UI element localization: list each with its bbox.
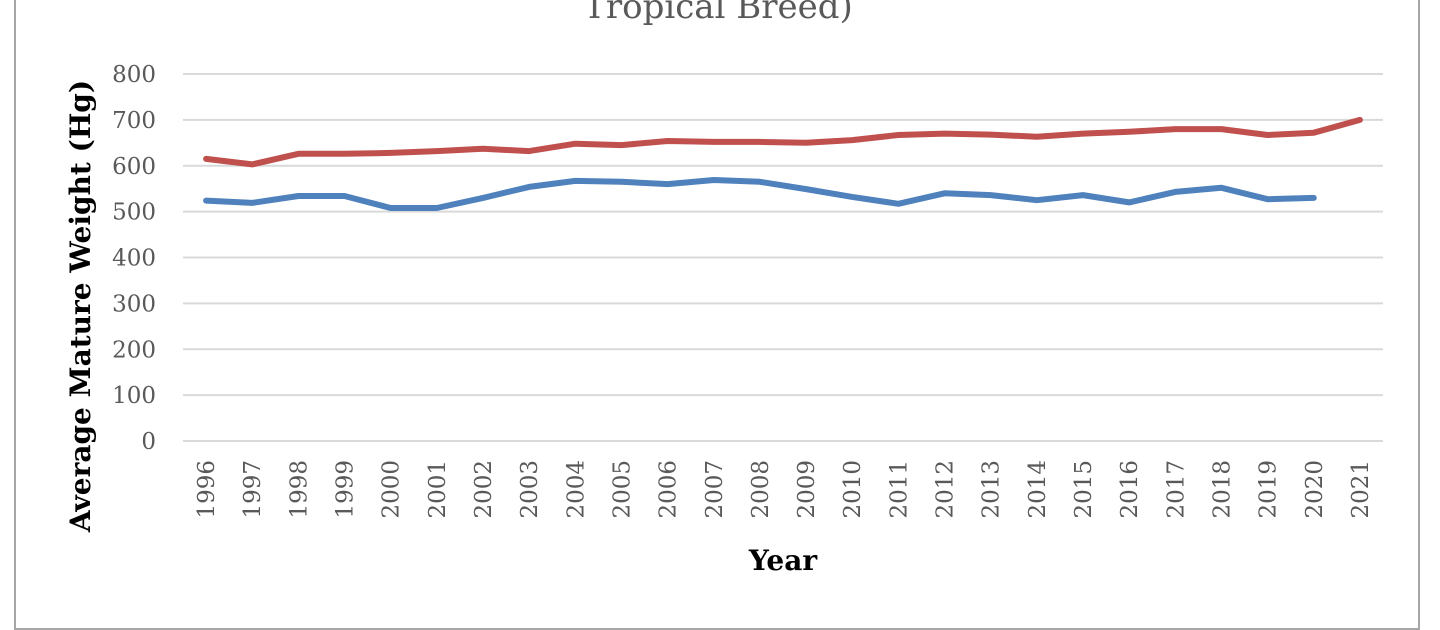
gridlines xyxy=(183,73,1383,442)
series-line-1 xyxy=(203,116,1363,168)
x-tick-label: 2012 xyxy=(933,460,959,519)
chart-title: Tropical Breed) xyxy=(583,0,853,27)
x-tick-label: 2002 xyxy=(471,460,497,519)
x-tick-label: 2007 xyxy=(702,460,728,519)
x-tick-label: 2017 xyxy=(1163,460,1189,519)
x-tick-label: 2021 xyxy=(1348,460,1374,519)
y-tick-label: 400 xyxy=(112,246,156,272)
y-tick-label: 800 xyxy=(112,62,156,88)
x-tick-label: 2018 xyxy=(1209,460,1235,519)
x-tick-label: 2008 xyxy=(748,460,774,519)
x-tick-label: 2006 xyxy=(656,460,682,519)
x-tick-label: 2019 xyxy=(1256,460,1282,519)
x-tick-label: 1997 xyxy=(240,460,266,519)
x-tick-label: 2016 xyxy=(1117,460,1143,519)
series-lines xyxy=(203,116,1363,211)
x-tick-label: 2005 xyxy=(609,460,635,519)
x-tick-label: 2001 xyxy=(425,460,451,519)
x-tick-label: 2004 xyxy=(563,460,589,519)
y-axis-label: Average Mature Weight (Hg) xyxy=(64,80,97,533)
y-tick-label: 300 xyxy=(112,291,156,317)
x-tick-label: 2000 xyxy=(379,460,405,519)
x-tick-label: 1999 xyxy=(333,460,359,519)
chart-frame xyxy=(14,0,1420,630)
x-tick-label: 1998 xyxy=(286,460,312,519)
x-axis-label: Year xyxy=(748,544,819,577)
x-tick-label: 2013 xyxy=(979,460,1005,519)
y-tick-label: 0 xyxy=(141,429,156,455)
x-tick-label: 2011 xyxy=(886,460,912,519)
x-tick-label: 2015 xyxy=(1071,460,1097,519)
line-chart: Tropical Breed) 0 100 200 300 400 500 600 700 80… xyxy=(64,0,1383,577)
x-tick-label: 2020 xyxy=(1302,460,1328,519)
y-tick-label: 200 xyxy=(112,337,156,363)
series-line-2 xyxy=(203,177,1317,211)
x-tick-label: 2003 xyxy=(517,460,543,519)
x-tick-label: 2014 xyxy=(1025,460,1051,519)
x-tick-label: 1996 xyxy=(194,460,220,519)
y-tick-labels: 0 100 200 300 400 500 600 700 800 xyxy=(112,62,156,455)
y-tick-label: 100 xyxy=(112,383,156,409)
y-tick-label: 600 xyxy=(112,154,156,180)
y-tick-label: 700 xyxy=(112,108,156,134)
x-tick-labels: 1996 1997 1998 1999 2000 2001 2002 2003 2004 2005… xyxy=(194,460,1374,519)
x-tick-label: 2009 xyxy=(794,460,820,519)
y-tick-label: 500 xyxy=(112,200,156,226)
x-tick-label: 2010 xyxy=(840,460,866,519)
